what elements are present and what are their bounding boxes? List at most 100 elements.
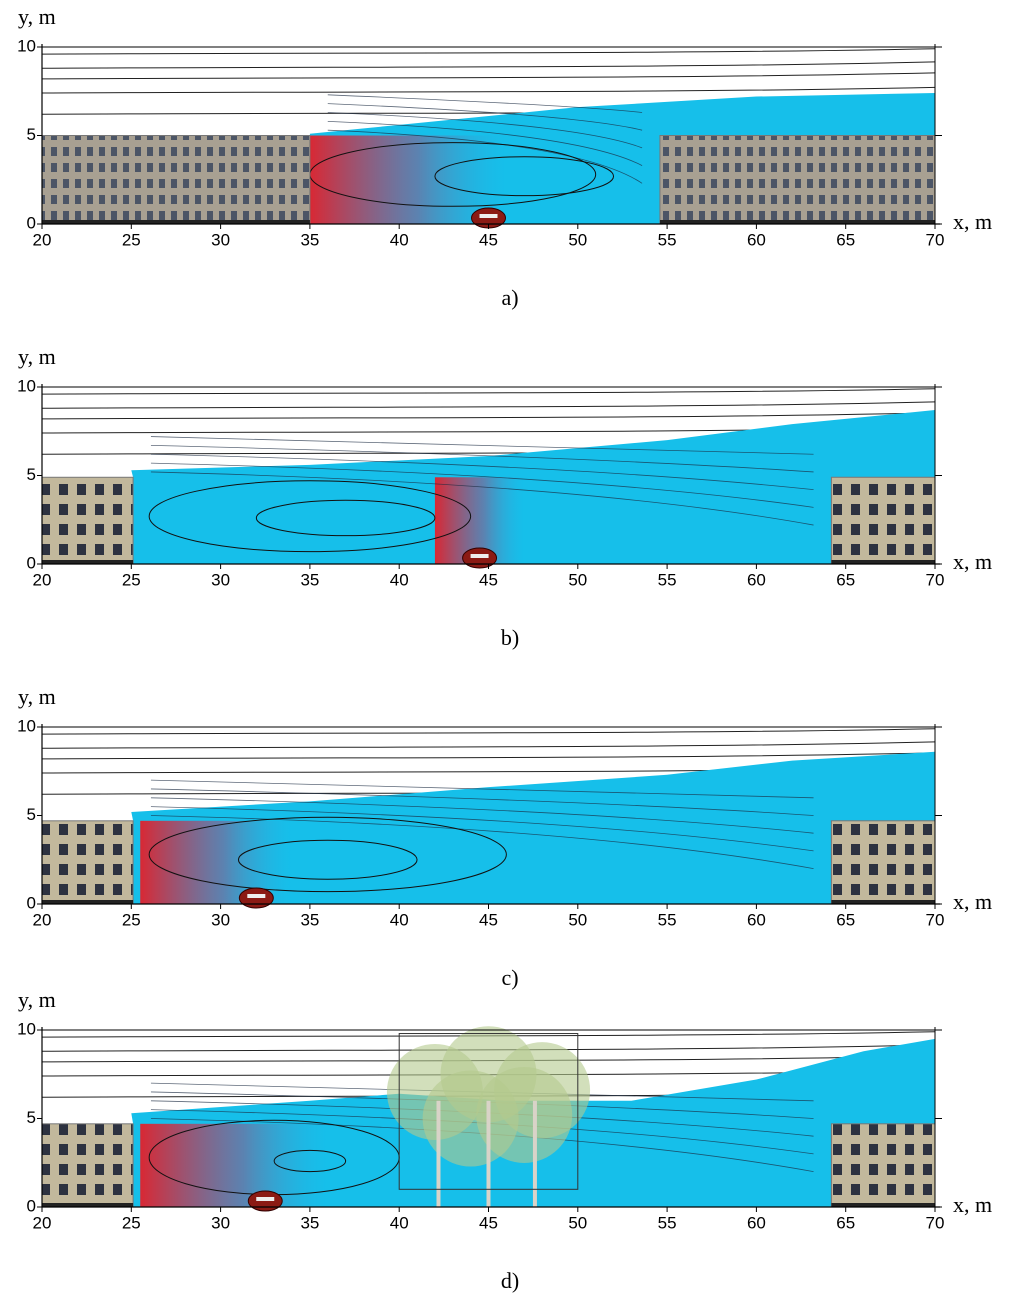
x-tick-label: 50	[568, 910, 587, 929]
building	[660, 136, 935, 225]
streamline	[42, 413, 935, 419]
tree-trunk	[487, 1101, 491, 1207]
building	[831, 1124, 935, 1207]
panel-caption: a)	[501, 285, 518, 310]
x-tick-label: 40	[390, 230, 409, 249]
x-tick-label: 65	[836, 1213, 855, 1232]
x-tick-label: 35	[300, 570, 319, 589]
panel-caption: c)	[501, 965, 518, 990]
x-tick-label: 35	[300, 230, 319, 249]
x-tick-label: 40	[390, 570, 409, 589]
panel: 20 25 30 35 40 45 50 55 60 65 70 0 5 10 y, m x, m d)	[17, 987, 992, 1293]
x-axis-label: x, m	[953, 889, 992, 914]
y-tick-label: 10	[17, 716, 36, 735]
y-axis-label: y, m	[18, 987, 56, 1012]
x-tick-label: 35	[300, 910, 319, 929]
x-tick-label: 20	[33, 570, 52, 589]
y-tick-label: 0	[27, 213, 36, 232]
building	[831, 477, 935, 564]
x-tick-label: 50	[568, 570, 587, 589]
building	[42, 1124, 133, 1207]
y-tick-label: 5	[27, 805, 36, 824]
x-tick-label: 60	[747, 570, 766, 589]
x-tick-label: 45	[479, 910, 498, 929]
building	[42, 477, 133, 564]
x-tick-label: 30	[211, 910, 230, 929]
x-tick-label: 30	[211, 230, 230, 249]
y-axis-label: y, m	[18, 684, 56, 709]
x-tick-label: 60	[747, 1213, 766, 1232]
y-tick-label: 0	[27, 893, 36, 912]
x-tick-label: 50	[568, 230, 587, 249]
x-tick-label: 55	[658, 570, 677, 589]
high-concentration	[140, 1124, 328, 1207]
x-tick-label: 55	[658, 1213, 677, 1232]
y-tick-label: 5	[27, 125, 36, 144]
streamline	[42, 742, 935, 748]
y-tick-label: 0	[27, 1196, 36, 1215]
streamline	[42, 62, 935, 68]
building	[831, 821, 935, 904]
x-tick-label: 25	[122, 570, 141, 589]
x-tick-label: 65	[836, 910, 855, 929]
streamline	[42, 753, 935, 759]
x-tick-label: 20	[33, 1213, 52, 1232]
x-tick-label: 50	[568, 1213, 587, 1232]
y-tick-label: 10	[17, 36, 36, 55]
x-tick-label: 70	[926, 230, 945, 249]
y-axis-label: y, m	[18, 344, 56, 369]
x-tick-label: 20	[33, 910, 52, 929]
car-window	[256, 1197, 274, 1201]
streamline	[42, 49, 935, 54]
streamline	[42, 729, 935, 734]
panel: 20 25 30 35 40 45 50 55 60 65 70 0 5 10 y, m x, m c)	[17, 684, 992, 990]
y-tick-label: 5	[27, 1108, 36, 1127]
streamline	[42, 389, 935, 394]
car-window	[480, 214, 498, 218]
x-tick-label: 25	[122, 910, 141, 929]
x-axis-label: x, m	[953, 549, 992, 574]
x-tick-label: 60	[747, 910, 766, 929]
x-tick-label: 45	[479, 570, 498, 589]
y-tick-label: 10	[17, 376, 36, 395]
x-tick-label: 25	[122, 230, 141, 249]
x-tick-label: 20	[33, 230, 52, 249]
x-tick-label: 70	[926, 1213, 945, 1232]
concentration-field	[131, 410, 935, 564]
x-tick-label: 70	[926, 570, 945, 589]
panel-caption: b)	[501, 625, 519, 650]
panel-caption: d)	[501, 1268, 519, 1293]
streamline	[42, 87, 935, 93]
car-window	[247, 894, 265, 898]
streamline	[42, 402, 935, 408]
x-tick-label: 35	[300, 1213, 319, 1232]
x-tick-label: 25	[122, 1213, 141, 1232]
figure: 20253035404550556065700510y, mx, ma)2025…	[0, 0, 1016, 1298]
x-tick-label: 65	[836, 570, 855, 589]
tree-trunk	[436, 1101, 440, 1207]
x-tick-label: 40	[390, 1213, 409, 1232]
streamline	[42, 73, 935, 79]
x-tick-label: 30	[211, 1213, 230, 1232]
car-window	[471, 554, 489, 558]
x-tick-label: 60	[747, 230, 766, 249]
panel: 20 25 30 35 40 45 50 55 60 65 70 0 5 10 y, m x, m b)	[17, 344, 992, 650]
building	[42, 136, 310, 225]
x-tick-label: 30	[211, 570, 230, 589]
y-tick-label: 10	[17, 1019, 36, 1038]
tree-trunk	[533, 1101, 537, 1207]
tree-crown	[476, 1067, 572, 1163]
x-tick-label: 70	[926, 910, 945, 929]
y-tick-label: 0	[27, 553, 36, 572]
x-tick-label: 65	[836, 230, 855, 249]
x-tick-label: 40	[390, 910, 409, 929]
x-tick-label: 45	[479, 1213, 498, 1232]
x-axis-label: x, m	[953, 1192, 992, 1217]
y-axis-label: y, m	[18, 4, 56, 29]
y-tick-label: 5	[27, 465, 36, 484]
x-tick-label: 45	[479, 230, 498, 249]
x-tick-label: 55	[658, 230, 677, 249]
building	[42, 821, 133, 904]
x-tick-label: 55	[658, 910, 677, 929]
